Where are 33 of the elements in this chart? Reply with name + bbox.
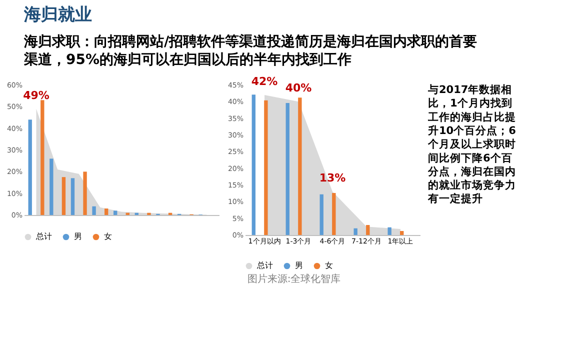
bar: [70, 178, 75, 215]
data-label: 49%: [23, 88, 50, 102]
bar: [50, 158, 54, 215]
bar: [332, 193, 336, 235]
bar: [62, 177, 66, 215]
chart-title: 海归就业: [23, 5, 92, 25]
legend-label: 女: [325, 261, 333, 270]
bar: [354, 228, 358, 235]
data-label: 13%: [319, 172, 346, 185]
legend-label: 女: [104, 232, 112, 241]
bar: [252, 94, 256, 235]
legend-label: 总计: [256, 261, 273, 270]
bar: [104, 208, 108, 215]
bar: [264, 100, 268, 235]
text: 海归求职：向招聘网站/招聘软件等渠道投递简历是海归在国内求职的首要渠道，95%的海归可以在归国以后的半年内找到工作: [23, 33, 478, 68]
data-label: 40%: [285, 82, 312, 95]
bar: [320, 194, 324, 235]
legend-label: 总计: [35, 232, 52, 241]
legend-label: 男: [74, 232, 82, 241]
bar: [40, 100, 44, 215]
bar: [286, 103, 290, 235]
bar: [400, 231, 404, 235]
text: 图片来源:全球化智库: [247, 273, 341, 285]
legend-label: 男: [295, 261, 303, 270]
bar: [114, 210, 118, 215]
bar: [388, 227, 392, 235]
text: 与2017年数据相比，1个月内找到工作的海归占比提升10个百分点；6个月及以上求职时间比例下降6个百分点，海归在国内的就业市场竞争力有一定提升: [428, 84, 516, 206]
bar: [28, 120, 32, 215]
data-label: 42%: [251, 75, 278, 88]
bar: [83, 172, 87, 215]
bar: [298, 98, 302, 235]
bar: [92, 206, 96, 215]
bar: [366, 225, 370, 235]
